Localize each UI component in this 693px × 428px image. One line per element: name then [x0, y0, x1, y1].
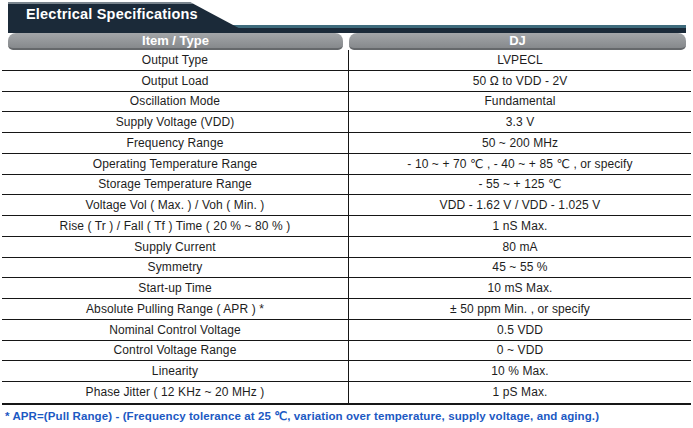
value-cell: 80 mA [348, 237, 691, 257]
value-cell: - 55 ~ + 125 ℃ [348, 175, 691, 195]
value-cell: ± 50 ppm Min. , or specify [348, 299, 691, 319]
apr-footnote: * APR=(Pull Range) - (Frequency toleranc… [5, 409, 690, 423]
item-cell: Supply Current [2, 237, 348, 257]
table-row: Oscillation Mode Fundamental [2, 92, 691, 113]
item-cell: Rise ( Tr ) / Fall ( Tf ) Time ( 20 % ~ … [2, 216, 348, 236]
value-cell: 1 nS Max. [348, 216, 691, 236]
electrical-specifications-table: Output Type LVPECL Output Load 50 Ω to V… [2, 50, 691, 405]
column-header-dj: DJ [349, 33, 686, 50]
table-row: Frequency Range 50 ~ 200 MHz [2, 133, 691, 154]
item-cell: Phase Jitter ( 12 KHz ~ 20 MHz ) [2, 382, 348, 403]
table-row: Voltage Vol ( Max. ) / Voh ( Min. ) VDD … [2, 195, 691, 216]
table-row: Control Voltage Range 0 ~ VDD [2, 341, 691, 362]
item-cell: Voltage Vol ( Max. ) / Voh ( Min. ) [2, 195, 348, 215]
table-row: Output Load 50 Ω to VDD - 2V [2, 71, 691, 92]
table-row: Rise ( Tr ) / Fall ( Tf ) Time ( 20 % ~ … [2, 216, 691, 237]
section-title-tab: Electrical Specifications [8, 2, 258, 33]
table-row: Supply Voltage (VDD) 3.3 V [2, 112, 691, 133]
value-cell: VDD - 1.62 V / VDD - 1.025 V [348, 195, 691, 215]
table-row: Output Type LVPECL [2, 50, 691, 71]
value-cell: 0.5 VDD [348, 320, 691, 340]
item-cell: Symmetry [2, 258, 348, 278]
value-cell: - 10 ~ + 70 ℃ , - 40 ~ + 85 ℃ , or speci… [348, 154, 691, 174]
item-cell: Supply Voltage (VDD) [2, 112, 348, 132]
value-cell: 10 % Max. [348, 361, 691, 381]
item-cell: Storage Temperature Range [2, 175, 348, 195]
item-cell: Oscillation Mode [2, 92, 348, 112]
value-cell: 3.3 V [348, 112, 691, 132]
table-row: Absolute Pulling Range ( APR ) * ± 50 pp… [2, 299, 691, 320]
item-cell: Operating Temperature Range [2, 154, 348, 174]
value-cell: 50 Ω to VDD - 2V [348, 71, 691, 91]
table-row: Linearity 10 % Max. [2, 361, 691, 382]
value-cell: Fundamental [348, 92, 691, 112]
item-cell: Start-up Time [2, 278, 348, 298]
table-row: Start-up Time 10 mS Max. [2, 278, 691, 299]
value-cell: LVPECL [348, 50, 691, 70]
value-cell: 10 mS Max. [348, 278, 691, 298]
value-cell: 50 ~ 200 MHz [348, 133, 691, 153]
item-cell: Control Voltage Range [2, 341, 348, 361]
item-cell: Absolute Pulling Range ( APR ) * [2, 299, 348, 319]
title-tab-highlight [8, 2, 258, 4]
section-title: Electrical Specifications [26, 6, 198, 22]
table-row: Operating Temperature Range - 10 ~ + 70 … [2, 154, 691, 175]
value-cell: 1 pS Max. [348, 382, 691, 403]
item-cell: Nominal Control Voltage [2, 320, 348, 340]
column-header-item-type: Item / Type [8, 33, 343, 50]
item-cell: Output Load [2, 71, 348, 91]
table-row: Symmetry 45 ~ 55 % [2, 258, 691, 279]
item-cell: Frequency Range [2, 133, 348, 153]
value-cell: 45 ~ 55 % [348, 258, 691, 278]
spec-sheet-page: Electrical Specifications Item / Type DJ… [0, 0, 693, 428]
table-row: Storage Temperature Range - 55 ~ + 125 ℃ [2, 175, 691, 196]
item-cell: Linearity [2, 361, 348, 381]
table-row: Phase Jitter ( 12 KHz ~ 20 MHz ) 1 pS Ma… [2, 382, 691, 403]
table-row: Nominal Control Voltage 0.5 VDD [2, 320, 691, 341]
table-row: Supply Current 80 mA [2, 237, 691, 258]
value-cell: 0 ~ VDD [348, 341, 691, 361]
item-cell: Output Type [2, 50, 348, 70]
